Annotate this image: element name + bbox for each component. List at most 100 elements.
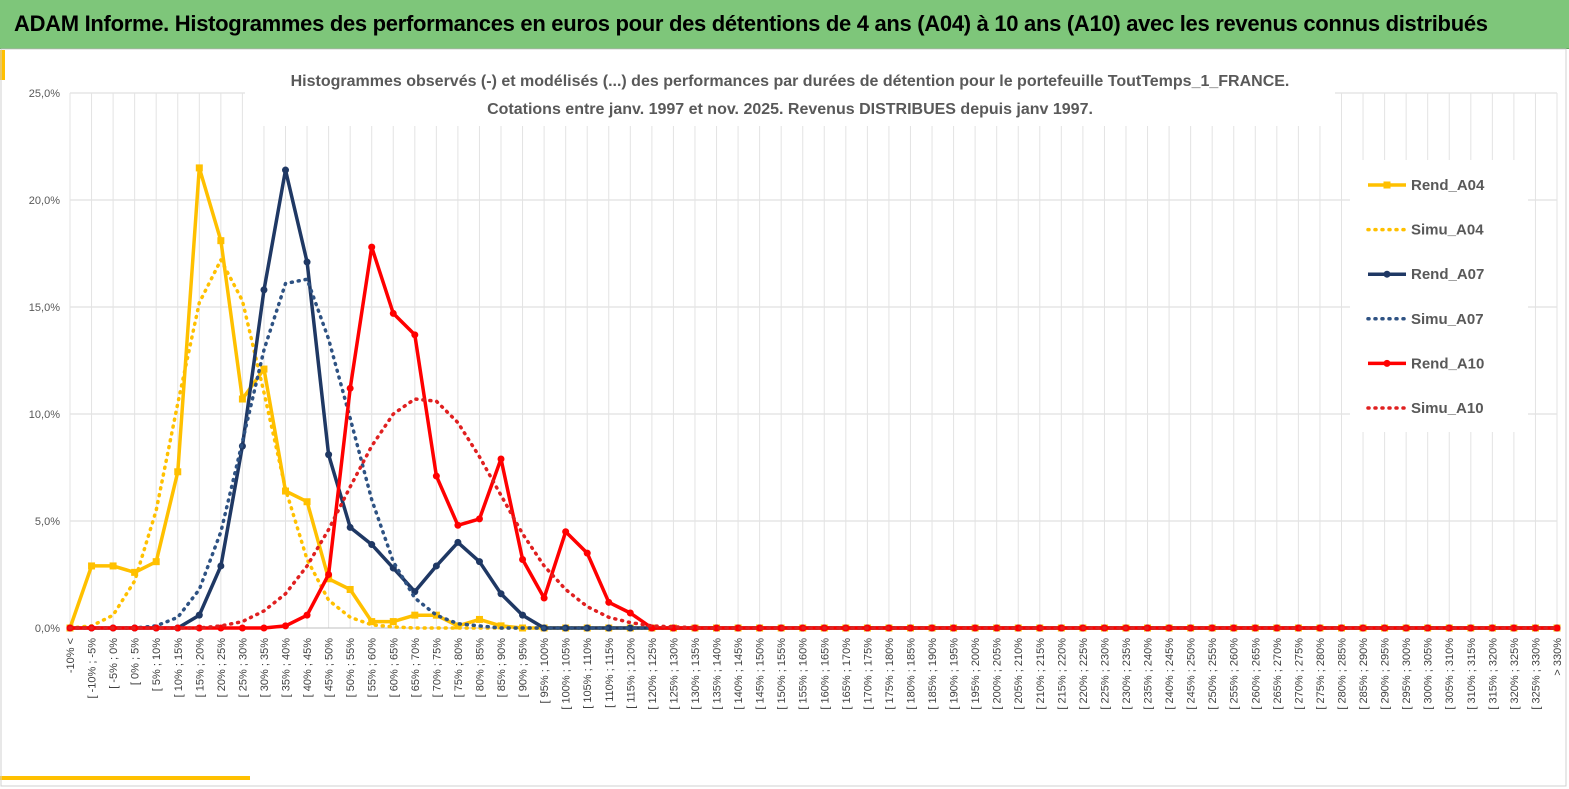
marker bbox=[238, 395, 246, 403]
x-tick-label: [ 175% ; 180% bbox=[884, 638, 896, 710]
marker bbox=[432, 472, 440, 480]
x-tick-label: [ 235% ; 240% bbox=[1143, 638, 1155, 710]
x-tick-label: [ 40% ; 45% bbox=[302, 638, 314, 698]
x-tick-label: [ 215% ; 220% bbox=[1056, 638, 1068, 710]
x-tick-label: [ 30% ; 35% bbox=[259, 638, 271, 698]
x-tick-label: [ 50% ; 55% bbox=[345, 638, 357, 698]
x-tick-label: [ 85% ; 90% bbox=[496, 638, 508, 698]
x-tick-label: [ 80% ; 85% bbox=[474, 638, 486, 698]
marker bbox=[411, 331, 419, 339]
x-tick-label: [ 120% ; 125% bbox=[647, 638, 659, 710]
x-tick-label: [ 60% ; 65% bbox=[388, 638, 400, 698]
x-tick-label: [ 190% ; 195% bbox=[949, 638, 961, 710]
marker bbox=[1531, 624, 1539, 632]
x-tick-label: [ 105% ; 110% bbox=[582, 638, 594, 709]
x-tick-label: [ 5% ; 10% bbox=[151, 638, 163, 691]
series-line bbox=[68, 166, 1557, 630]
y-tick-label: 20,0% bbox=[29, 195, 60, 207]
header-title: ADAM Informe. Histogrammes des performan… bbox=[14, 11, 1488, 36]
accent bbox=[0, 50, 5, 80]
marker bbox=[562, 528, 570, 536]
x-tick-label: [ 185% ; 190% bbox=[927, 638, 939, 710]
marker bbox=[734, 624, 742, 632]
legend-marker bbox=[1383, 359, 1391, 367]
chart-title: Histogrammes observés (-) et modélisés (… bbox=[291, 73, 1290, 90]
x-tick-label: [ 325% ; 330% bbox=[1530, 638, 1542, 710]
marker bbox=[713, 624, 721, 632]
x-tick-label: [ 195% ; 200% bbox=[970, 638, 982, 710]
x-tick-label: [ 100% ; 105% bbox=[561, 638, 573, 710]
marker bbox=[519, 611, 527, 619]
marker bbox=[454, 521, 462, 529]
marker bbox=[950, 624, 958, 632]
x-tick-label: [ 305% ; 310% bbox=[1444, 638, 1456, 710]
marker bbox=[303, 498, 311, 506]
marker bbox=[993, 624, 1001, 632]
legend-label: Rend_A07 bbox=[1411, 266, 1484, 283]
x-tick-label: [ 295% ; 300% bbox=[1401, 638, 1413, 710]
marker bbox=[1553, 624, 1561, 632]
series-line bbox=[68, 397, 1559, 630]
marker bbox=[1510, 624, 1518, 632]
x-tick-label: [ 65% ; 70% bbox=[410, 638, 422, 698]
x-tick-label: [ 70% ; 75% bbox=[431, 638, 443, 698]
x-tick-label: [ 90% ; 95% bbox=[518, 638, 530, 698]
marker bbox=[583, 549, 591, 557]
x-tick-label: [ 280% ; 285% bbox=[1336, 638, 1348, 710]
x-tick-label: [ 20% ; 25% bbox=[216, 638, 228, 698]
marker bbox=[282, 487, 290, 495]
x-tick-label: [ 245% ; 250% bbox=[1186, 638, 1198, 710]
marker bbox=[1488, 624, 1496, 632]
marker bbox=[540, 594, 548, 602]
x-tick-label: [ 110% ; 115% bbox=[604, 638, 616, 708]
x-tick-label: [ 0% ; 5% bbox=[130, 638, 142, 685]
marker bbox=[432, 562, 440, 570]
marker bbox=[1208, 624, 1216, 632]
x-tick-label: [ 260% ; 265% bbox=[1250, 638, 1262, 710]
x-tick-label: [ 140% ; 145% bbox=[733, 638, 745, 710]
marker bbox=[928, 624, 936, 632]
marker bbox=[1014, 624, 1022, 632]
x-tick-label: [ 130% ; 135% bbox=[690, 638, 702, 710]
marker bbox=[626, 624, 634, 632]
marker bbox=[971, 624, 979, 632]
legend-marker bbox=[1383, 270, 1391, 278]
marker bbox=[88, 562, 96, 570]
marker bbox=[368, 243, 376, 251]
x-tick-label: [ 315% ; 320% bbox=[1487, 638, 1499, 710]
marker bbox=[389, 618, 397, 626]
x-tick-label: [ 320% ; 325% bbox=[1509, 638, 1521, 710]
marker bbox=[260, 365, 268, 373]
x-tick-label: [ 205% ; 210% bbox=[1013, 638, 1025, 710]
marker bbox=[303, 258, 311, 266]
marker bbox=[195, 624, 203, 632]
marker bbox=[346, 585, 354, 593]
marker bbox=[389, 309, 397, 317]
x-tick-label: [ 150% ; 155% bbox=[776, 638, 788, 710]
x-tick-label: [ 135% ; 140% bbox=[712, 638, 724, 710]
accent bbox=[0, 776, 250, 780]
x-tick-label: [ 155% ; 160% bbox=[798, 638, 810, 710]
marker bbox=[605, 598, 613, 606]
x-tick-label: [ 45% ; 50% bbox=[324, 638, 336, 698]
y-tick-label: 15,0% bbox=[29, 302, 60, 314]
marker bbox=[497, 622, 505, 630]
marker bbox=[260, 624, 268, 632]
marker bbox=[346, 384, 354, 392]
marker bbox=[1230, 624, 1238, 632]
marker bbox=[475, 515, 483, 523]
x-tick-label: [ 160% ; 165% bbox=[819, 638, 831, 710]
x-tick-label: [ 125% ; 130% bbox=[668, 638, 680, 710]
x-tick-label: [ 220% ; 225% bbox=[1078, 638, 1090, 710]
marker bbox=[519, 556, 527, 564]
x-tick-label: [ 265% ; 270% bbox=[1272, 638, 1284, 710]
y-tick-label: 0,0% bbox=[35, 623, 60, 635]
x-tick-label: [ -5% ; 0% bbox=[108, 638, 120, 689]
x-tick-label: [ 95% ; 100% bbox=[539, 638, 551, 704]
x-tick-label: [ 300% ; 305% bbox=[1423, 638, 1435, 710]
marker bbox=[131, 568, 139, 576]
marker bbox=[282, 166, 290, 174]
marker bbox=[217, 562, 225, 570]
legend-label: Simu_A10 bbox=[1411, 400, 1484, 417]
